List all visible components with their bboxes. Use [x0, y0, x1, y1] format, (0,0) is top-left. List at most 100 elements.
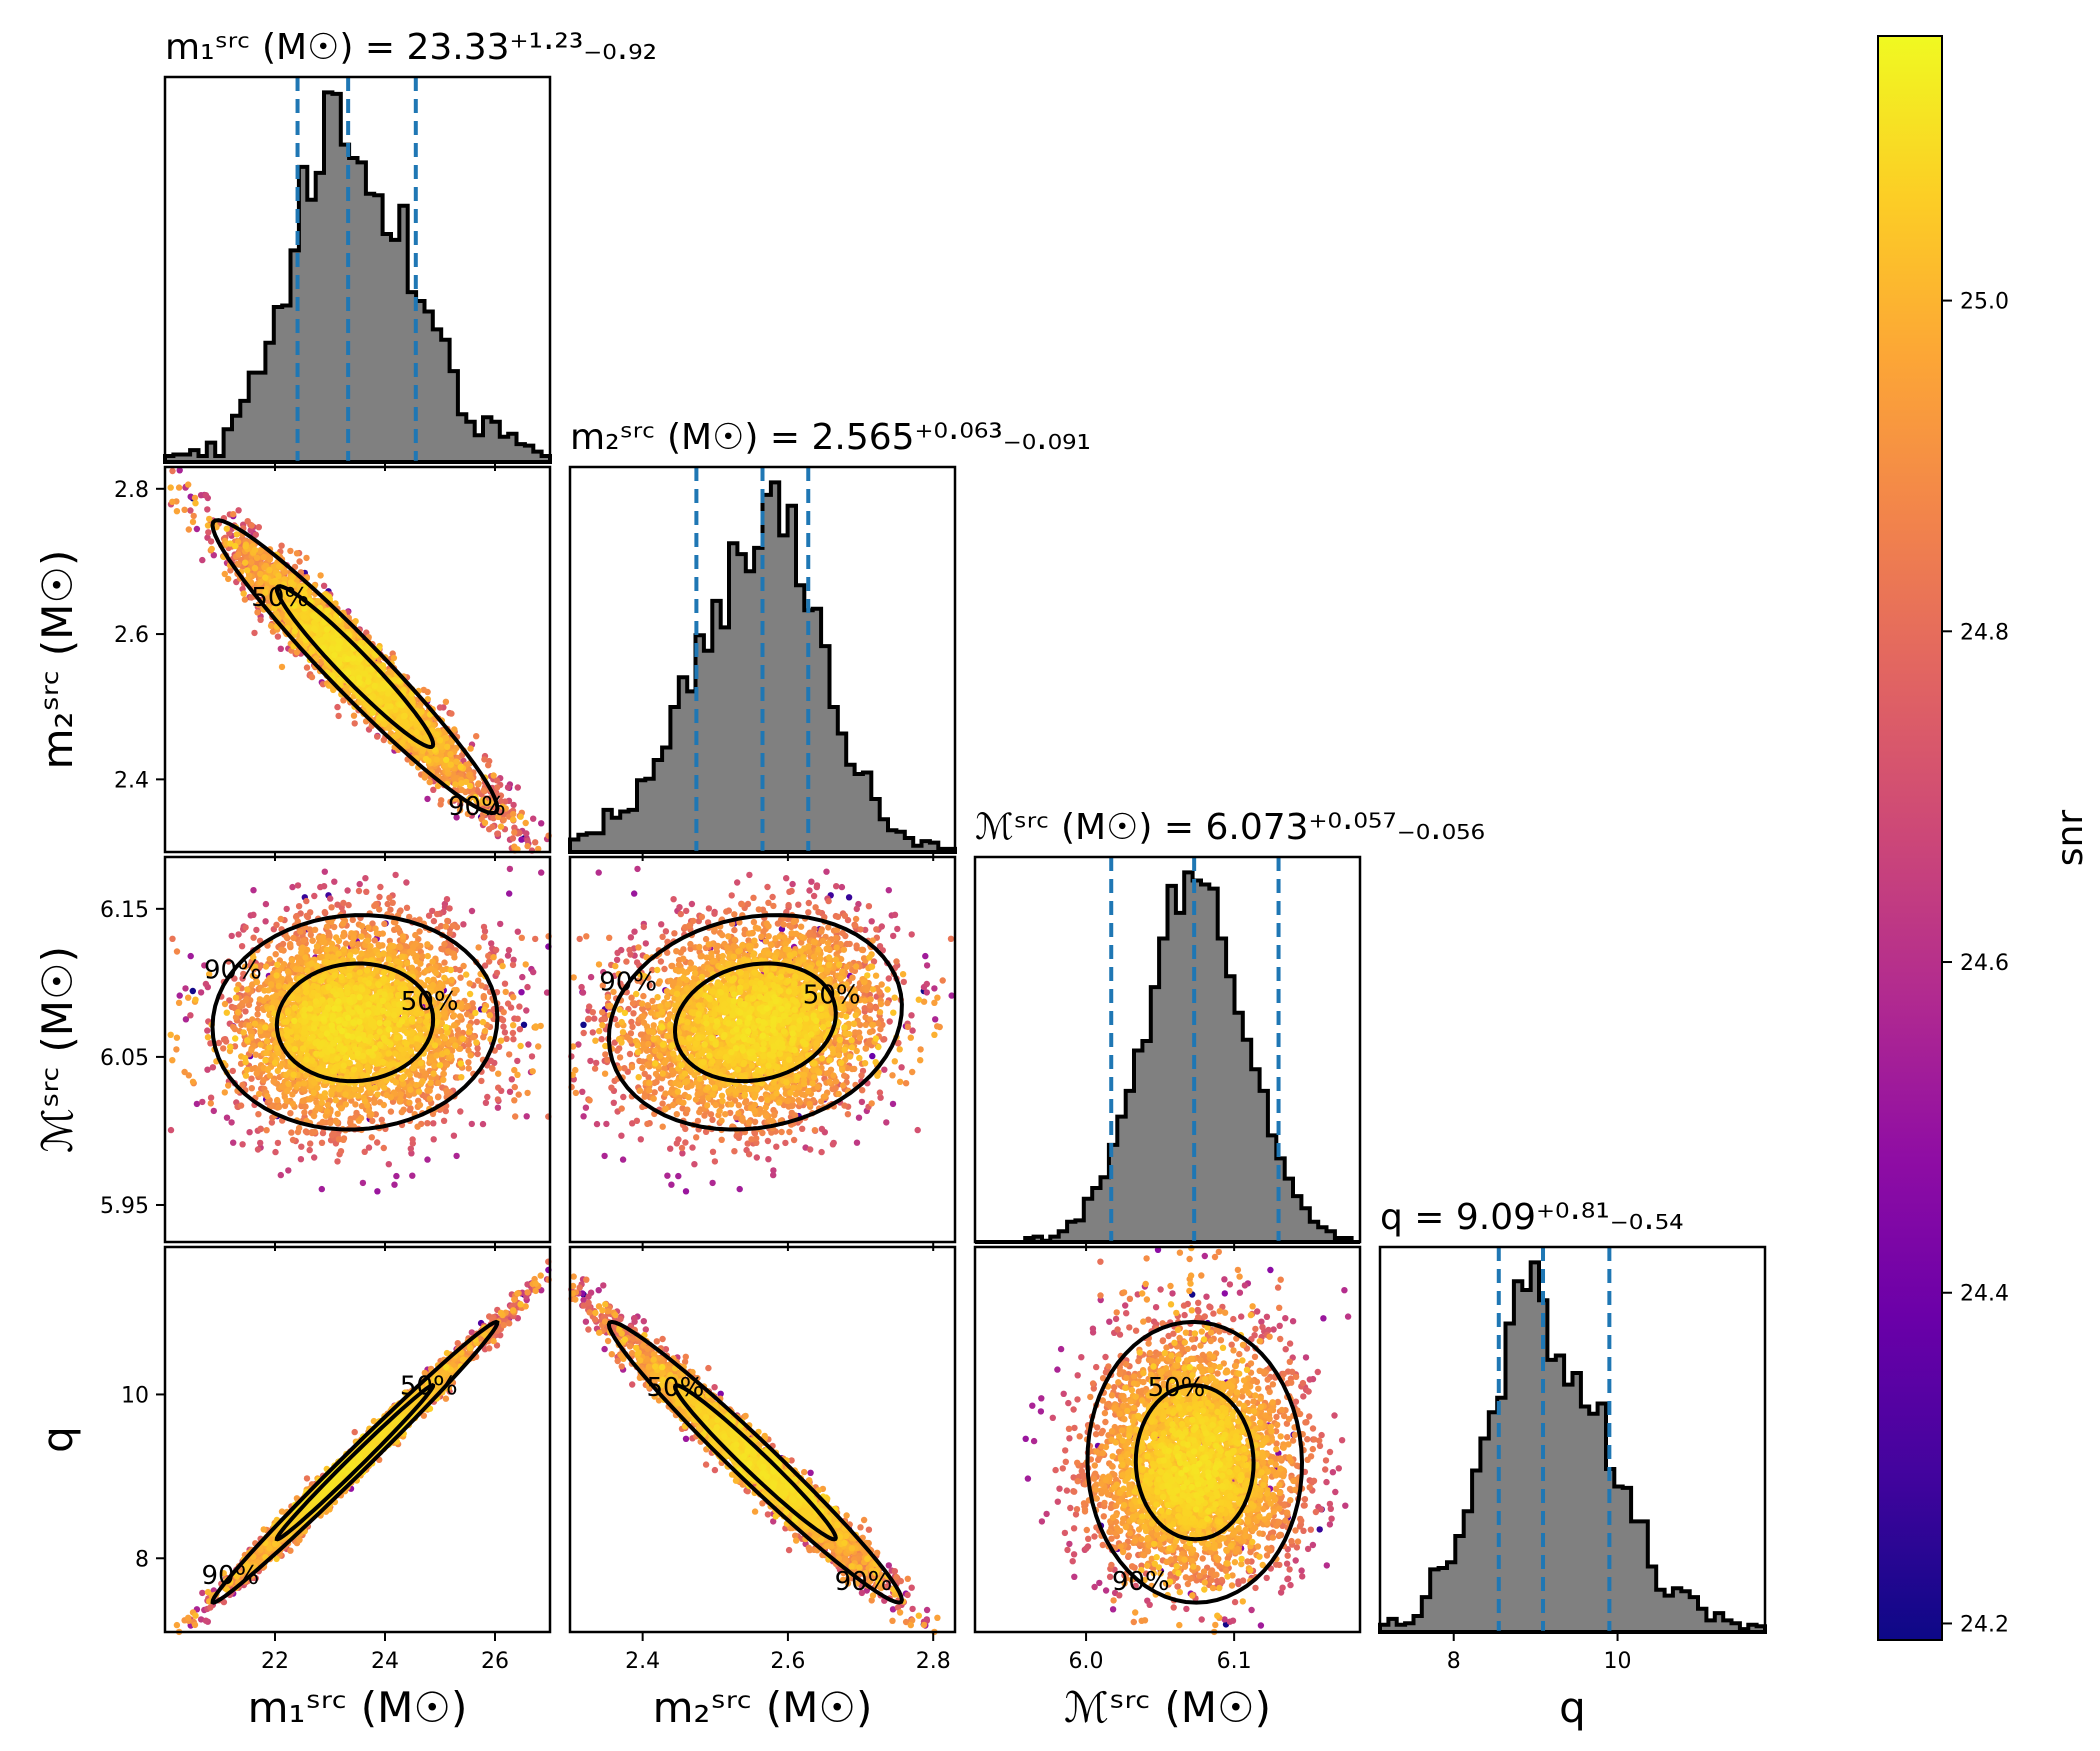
scatter-point	[490, 772, 497, 779]
scatter-point	[361, 670, 369, 677]
scatter-point	[307, 1140, 314, 1147]
scatter-point	[257, 570, 264, 578]
scatter-point	[197, 492, 205, 499]
scatter-point	[324, 607, 331, 614]
scatter-point	[257, 1139, 264, 1147]
scatter-point	[318, 1185, 325, 1193]
scatter-point	[458, 780, 465, 787]
scatter-point	[393, 1172, 400, 1180]
scatter-point	[182, 985, 189, 992]
scatter-point	[442, 923, 450, 930]
scatter-point	[235, 551, 242, 558]
scatter-point	[344, 655, 351, 663]
scatter-point	[251, 564, 259, 572]
scatter-point	[238, 943, 246, 950]
scatter-point	[342, 940, 350, 947]
scatter-point	[318, 1139, 326, 1147]
scatter-point	[509, 961, 517, 969]
scatter-point	[199, 1098, 206, 1106]
scatter-point	[340, 697, 347, 704]
scatter-point	[169, 935, 176, 942]
scatter-point	[418, 708, 425, 715]
scatter-point	[309, 937, 316, 944]
scatter-point	[379, 685, 387, 692]
scatter-point	[199, 556, 206, 564]
scatter-point	[450, 950, 458, 958]
scatter-point	[260, 553, 267, 561]
scatter-point	[512, 1113, 519, 1120]
scatter-point	[311, 612, 318, 620]
scatter-point	[306, 1146, 313, 1154]
scatter-point	[237, 1102, 245, 1109]
scatter-point	[434, 910, 441, 918]
scatter-point	[230, 511, 237, 518]
scatter-point	[447, 761, 454, 768]
scatter-point	[356, 679, 363, 686]
scatter-point	[204, 522, 212, 529]
scatter-point	[204, 1027, 211, 1034]
scatter-point	[303, 912, 310, 919]
scatter-point	[441, 959, 448, 966]
scatter-point	[235, 560, 242, 568]
scatter-point	[468, 1120, 475, 1128]
scatter-point	[254, 1146, 262, 1153]
scatter-point	[301, 1109, 308, 1116]
scatter-point	[335, 645, 342, 652]
scatter-point	[272, 1148, 279, 1156]
scatter-point	[376, 906, 383, 913]
scatter-point	[297, 928, 304, 935]
scatter-point	[524, 983, 531, 991]
scatter-point	[242, 1008, 249, 1015]
scatter-point	[523, 830, 530, 837]
scatter-point	[394, 924, 401, 932]
scatter-point	[376, 698, 383, 705]
scatter-point	[445, 948, 452, 955]
scatter-point	[401, 712, 408, 720]
scatter-point	[260, 1077, 267, 1084]
scatter-point	[530, 815, 537, 822]
scatter-point	[250, 934, 257, 941]
scatter-point	[176, 467, 183, 474]
scatter-point	[506, 865, 514, 873]
scatter-point	[278, 542, 285, 549]
scatter-point	[317, 572, 324, 579]
scatter-point	[403, 879, 410, 886]
scatter-point	[275, 563, 283, 570]
scatter-point	[421, 774, 428, 781]
scatter-point	[290, 934, 297, 942]
scatter-point	[210, 1107, 217, 1115]
scatter-point	[518, 836, 525, 843]
scatter-point	[387, 703, 394, 710]
scatter-point	[413, 729, 420, 736]
scatter-point	[327, 895, 334, 902]
scatter-point	[436, 704, 444, 711]
scatter-point	[493, 777, 501, 784]
scatter-point	[503, 1035, 510, 1043]
scatter-point	[494, 784, 501, 791]
scatter-point	[497, 792, 505, 799]
scatter-point	[447, 751, 454, 758]
scatter-point	[298, 1143, 305, 1150]
scatter-point	[532, 839, 539, 846]
scatter-point	[252, 531, 259, 538]
scatter-point	[495, 1084, 502, 1091]
scatter-point	[244, 518, 251, 525]
scatter-point	[524, 837, 531, 844]
scatter-point	[266, 566, 273, 574]
scatter-point	[242, 543, 249, 550]
scatter-point	[323, 923, 331, 930]
scatter-point	[409, 1136, 416, 1143]
scatter-point	[221, 570, 228, 578]
scatter-point	[253, 926, 260, 934]
scatter-point	[508, 1076, 515, 1083]
scatter-point	[317, 883, 324, 891]
scatter-point	[425, 912, 433, 919]
scatter-point	[173, 508, 181, 515]
scatter-point	[277, 645, 284, 652]
scatter-point	[187, 952, 194, 960]
scatter-point	[321, 908, 328, 916]
scatter-point	[167, 1126, 175, 1134]
scatter-point	[248, 558, 255, 566]
scatter-point	[497, 920, 504, 928]
